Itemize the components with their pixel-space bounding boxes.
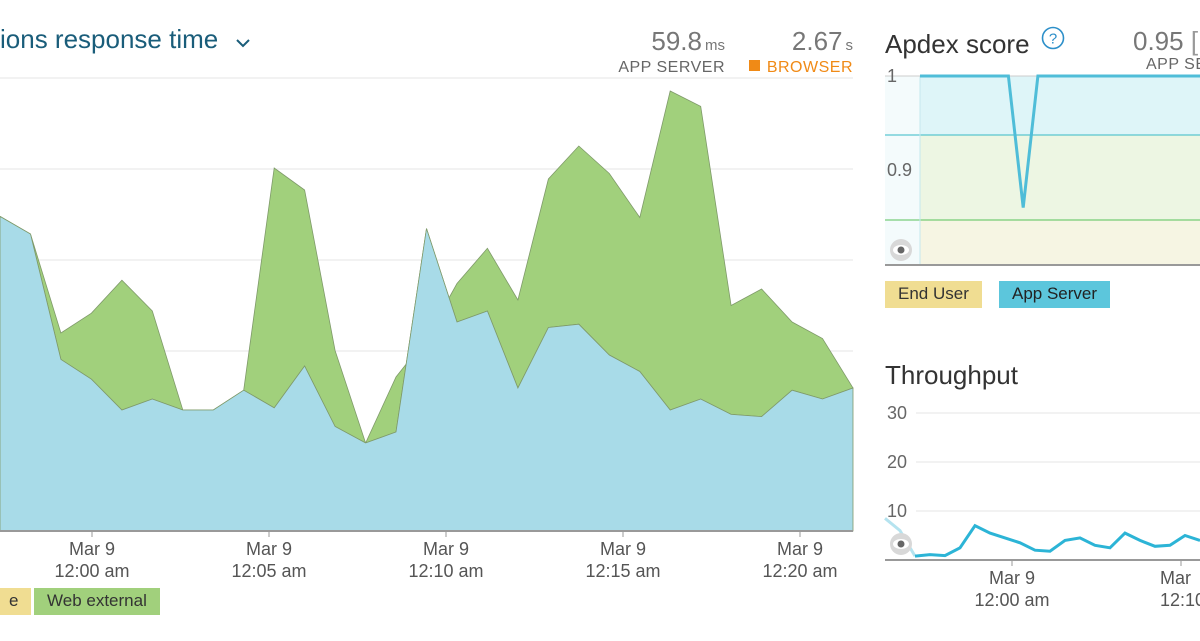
browser-unit: s xyxy=(845,37,854,54)
response-time-chart[interactable] xyxy=(0,0,860,640)
x-tick-label: Mar 9 12:20 am xyxy=(762,539,838,581)
x-tick-label: Mar 9 12:15 am xyxy=(585,539,661,581)
app-server-value: 59.8 xyxy=(651,26,702,56)
apdex-title: Apdex score ? xyxy=(885,26,1065,60)
throughput-y-tick: 10 xyxy=(887,501,908,521)
chevron-down-icon[interactable] xyxy=(236,24,250,55)
app-server-unit: ms xyxy=(705,37,725,54)
svg-text:?: ? xyxy=(1049,31,1057,48)
browser-metric[interactable]: 2.67 s BROWSER xyxy=(735,26,853,77)
apdex-y-tick: 1 xyxy=(887,66,898,86)
apdex-good-band xyxy=(920,135,1200,220)
eye-icon[interactable] xyxy=(890,239,912,261)
apdex-excellent-band xyxy=(920,76,1200,135)
apdex-title-text: Apdex score xyxy=(885,29,1030,59)
apdex-score: 0.95 [ xyxy=(1133,26,1199,56)
x-axis-ticks xyxy=(91,531,801,537)
browser-value: 2.67 xyxy=(791,26,843,56)
app-server-metric: 59.8 ms APP SERVER xyxy=(600,26,725,77)
chart-title-text: ions response time xyxy=(0,24,219,54)
chart-title[interactable]: ions response time xyxy=(0,24,250,55)
throughput-chart[interactable] xyxy=(880,390,1200,570)
apdex-chart[interactable] xyxy=(880,60,1200,275)
app-server-label: APP SERVER xyxy=(618,59,725,76)
throughput-title: Throughput xyxy=(885,360,1018,390)
throughput-y-tick: 30 xyxy=(887,403,908,423)
browser-swatch xyxy=(748,60,760,71)
throughput-y-tick: 20 xyxy=(887,452,908,472)
x-tick-label: Mar 9 12:10 am xyxy=(408,539,484,581)
apdex-prefix-area xyxy=(885,76,920,265)
throughput-x-tick-label: Mar 9 12:00 am xyxy=(974,568,1050,610)
apdex-fair-band xyxy=(920,220,1200,265)
legend-chip-app-server[interactable]: App Server xyxy=(999,281,1111,308)
x-tick-label: Mar 9 12:05 am xyxy=(231,539,307,581)
legend-chip-web-external[interactable]: Web external xyxy=(34,588,160,615)
legend-chip-end-user[interactable]: End User xyxy=(885,281,982,308)
x-tick-label: Mar 9 12:00 am xyxy=(54,539,130,581)
throughput-line xyxy=(914,523,1200,558)
apdex-y-tick: 0.9 xyxy=(887,160,913,180)
browser-label: BROWSER xyxy=(766,59,853,76)
apdex-app-server-line xyxy=(920,74,1200,208)
legend-chip-queue[interactable]: e xyxy=(0,588,32,615)
eye-icon[interactable] xyxy=(890,533,912,555)
apdex-score-label: APP SER xyxy=(1146,56,1200,73)
question-circle-icon[interactable]: ? xyxy=(1041,26,1065,57)
